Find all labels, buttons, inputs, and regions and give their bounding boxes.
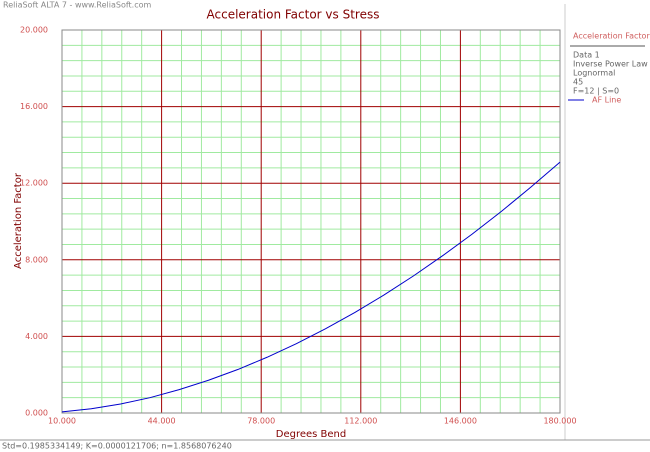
plot-frame [61,29,561,414]
legend-info: Data 1 [573,51,600,60]
y-tick-label: 16.000 [20,102,48,111]
legend-label: AF Line [592,96,621,105]
x-tick-label: 180.000 [543,417,576,426]
y-tick-label: 8.000 [25,255,48,264]
y-axis-label: Acceleration Factor [13,172,24,269]
x-tick-label: 44.000 [148,417,176,426]
data-line [61,161,561,413]
y-tick-label: 12.000 [20,179,48,188]
legend-info: Inverse Power Law [573,60,648,69]
legend-title: Acceleration Factor [573,32,650,41]
x-tick-label: 10.000 [48,417,76,426]
legend-info: Lognormal [573,69,615,78]
x-tick-label: 112.000 [344,417,377,426]
y-tick-label: 0.000 [25,409,48,418]
chart-title: Acceleration Factor vs Stress [207,8,380,22]
legend-info: 45 [573,78,583,87]
x-tick-label: 78.000 [247,417,275,426]
x-axis-label: Degrees Bend [276,429,346,440]
app-title: ReliaSoft ALTA 7 - www.ReliaSoft.com [3,1,151,10]
y-tick-label: 20.000 [20,26,48,35]
y-tick-label: 4.000 [25,332,48,341]
legend-info: F=12 | S=0 [573,87,619,96]
status-text: Std=0.1985334149; K=0.0000121706; n=1.85… [2,442,232,451]
x-tick-label: 146.000 [444,417,477,426]
